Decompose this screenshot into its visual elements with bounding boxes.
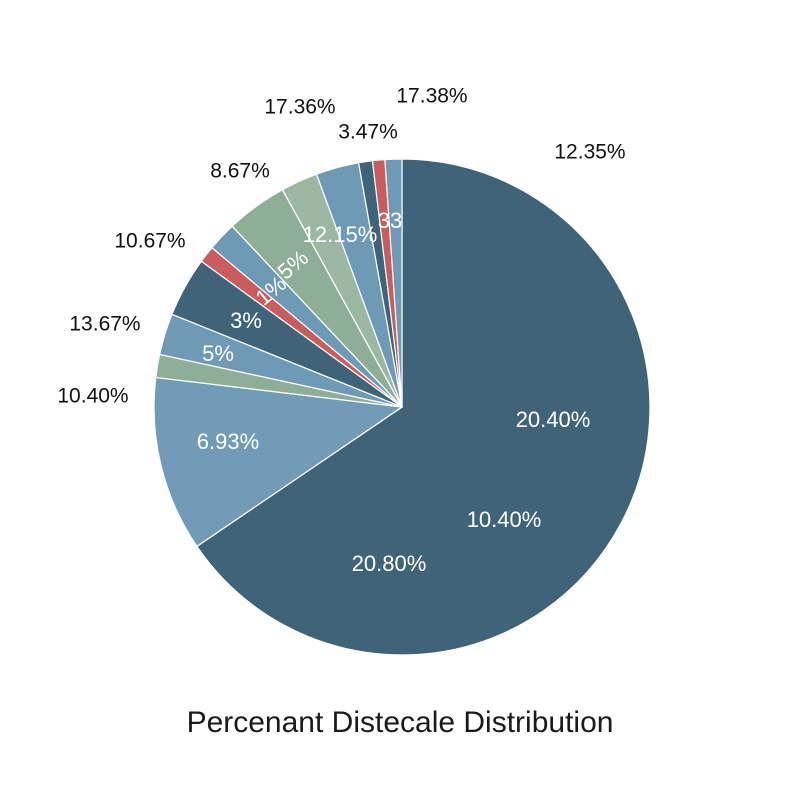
pie-slice	[196, 158, 651, 656]
annotation: 12.35%	[554, 141, 625, 164]
annotations: 17.36% 17.38% 3.47% 12.35% 8.67% 10.67% 13.67%…	[57, 85, 625, 576]
annotation: 13.67%	[69, 313, 140, 336]
annotation: 12.15%	[303, 222, 378, 247]
annotation: 20.80%	[352, 551, 427, 576]
annotation: 17.38%	[396, 85, 467, 108]
annotation: 3%	[230, 308, 262, 333]
annotation: 10.67%	[114, 230, 185, 253]
annotation: 33	[378, 208, 402, 233]
annotation: 10.40%	[467, 507, 542, 532]
annotation: 20.40%	[516, 407, 591, 432]
pie-slice	[153, 376, 404, 548]
annotation: 5%	[202, 341, 234, 366]
annotation: 3.47%	[338, 121, 398, 144]
pie-slice	[384, 158, 403, 408]
pie	[153, 158, 651, 656]
chart-title: Percenant Distecale Distribution	[187, 706, 614, 739]
annotation: 8.67%	[210, 160, 270, 183]
annotation: 6.93%	[197, 429, 259, 454]
annotation: 17.36%	[264, 96, 335, 119]
annotation: 10.40%	[57, 385, 128, 408]
